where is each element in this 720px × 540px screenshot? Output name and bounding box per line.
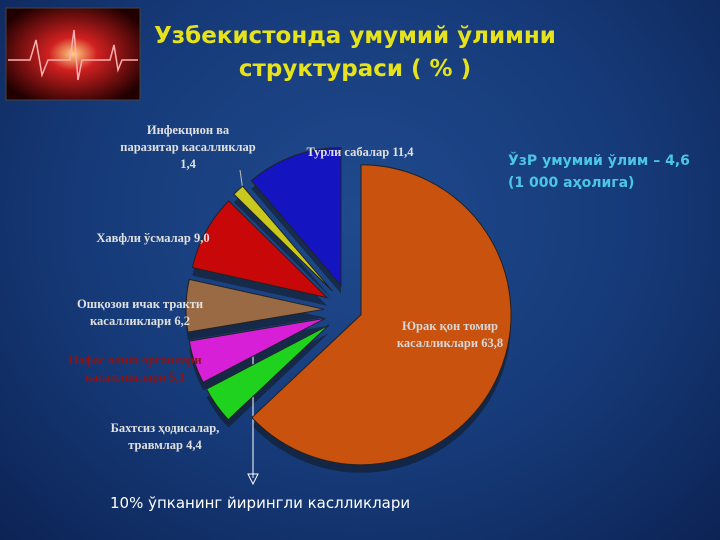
slice-label: Ошқозон ичак тракти касалликлари 6,2	[75, 296, 205, 330]
slice-value: 63,8	[481, 336, 504, 350]
pie-slice-depth	[233, 194, 333, 299]
slice-label: Юрак қон томир касалликлари 63,8	[380, 318, 520, 352]
pie-slice	[185, 278, 325, 333]
slice-label: Турли сабалар 11,4	[290, 144, 430, 161]
title: Узбекистонда умумий ўлимни структураси (…	[154, 23, 556, 82]
slice-label: Хавфли ўсмалар 9,0	[83, 230, 223, 247]
slice-label: Инфекцион ва паразитар касалликлар 1,4	[118, 122, 258, 173]
slice-name: Юрак қон томир касалликлари	[396, 319, 499, 350]
slice-value: 6,2	[174, 314, 190, 328]
slice-value: 4,4	[186, 438, 202, 452]
slice-name: Турли сабалар	[306, 145, 390, 159]
logo-image	[5, 7, 141, 101]
slice-name: Инфекцион ва паразитар касалликлар	[120, 123, 256, 154]
slice-value: 5,1	[169, 370, 185, 384]
slice-value: 9,0	[193, 231, 210, 245]
pie-slice	[250, 147, 342, 287]
slice-label: Бахтсиз ҳодисалар, травмлар 4,4	[90, 420, 240, 454]
annotation: ЎзР умумий ўлим – 4,6 (1 000 аҳолига)	[508, 153, 690, 191]
pie-slice	[251, 164, 512, 466]
slice-name: Нафас олиш органлари касалликлари	[68, 353, 202, 384]
pie-slice	[233, 185, 333, 292]
pie-slice-depth	[189, 326, 326, 391]
slice-value: 1,4	[180, 157, 196, 171]
slice-name: Ошқозон ичак тракти касалликлари	[76, 297, 204, 328]
pie-slice	[205, 324, 330, 421]
leader-arrow	[247, 473, 259, 486]
slice-label: Нафас олиш органлари касалликлари 5,1	[60, 352, 210, 386]
slice-value: 11,4	[392, 145, 414, 159]
pie-slice	[188, 317, 326, 383]
logo-pulse	[8, 29, 138, 81]
slice-name: Хавфли ўсмалар	[96, 231, 191, 245]
slice-name: Бахтсиз ҳодисалар, травмлар	[110, 421, 220, 452]
pie-slice	[191, 200, 329, 299]
footnote: 10% ўпканинг йирингли каслликлари	[110, 494, 411, 512]
